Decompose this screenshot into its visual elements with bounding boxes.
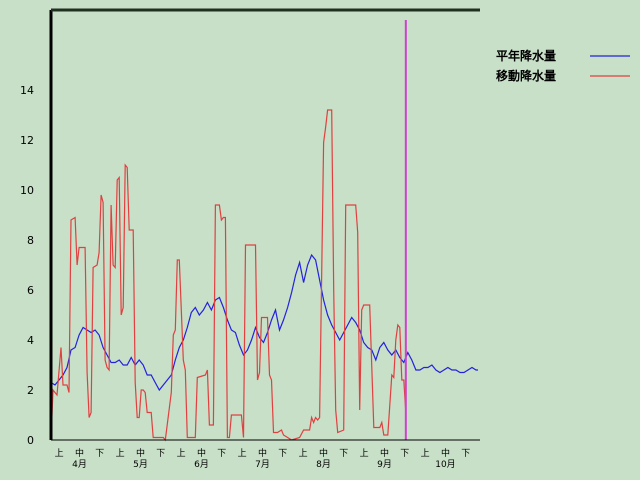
legend-label: 移動降水量 xyxy=(496,68,556,83)
x-dekad-label: 中 xyxy=(380,447,389,459)
x-dekad-label: 下 xyxy=(95,449,104,459)
x-dekad-label: 中 xyxy=(75,447,84,459)
x-dekad-label: 中 xyxy=(441,447,450,459)
x-dekad-label: 中 xyxy=(319,447,328,459)
x-dekad-label: 下 xyxy=(461,449,470,459)
series-line-normal-precip xyxy=(50,253,478,392)
y-tick-label: 0 xyxy=(27,434,34,447)
series-layer xyxy=(50,20,478,442)
x-dekad-label: 下 xyxy=(339,449,348,459)
plot-area xyxy=(51,10,480,440)
y-tick-label: 6 xyxy=(27,284,34,297)
x-month-label: 10月 xyxy=(435,459,455,470)
x-dekad-label: 上 xyxy=(360,448,369,459)
x-month-label: 8月 xyxy=(316,459,331,470)
y-tick-label: 10 xyxy=(20,184,34,197)
x-dekad-label: 下 xyxy=(400,449,409,459)
y-tick-label: 8 xyxy=(27,234,34,247)
plot-frame xyxy=(49,8,480,441)
x-dekad-label: 上 xyxy=(421,448,430,459)
x-dekad-label: 上 xyxy=(177,448,186,459)
y-tick-label: 2 xyxy=(27,384,34,397)
series-line-moving-precip xyxy=(50,109,407,442)
x-month-label: 4月 xyxy=(72,459,87,470)
x-dekad-label: 下 xyxy=(278,449,287,459)
x-dekad-label: 下 xyxy=(156,449,165,459)
y-tick-label: 4 xyxy=(27,334,34,347)
legend-label: 平年降水量 xyxy=(496,48,556,63)
x-dekad-label: 下 xyxy=(217,449,226,459)
x-month-label: 9月 xyxy=(377,459,392,470)
x-dekad-label: 中 xyxy=(197,447,206,459)
x-month-label: 6月 xyxy=(194,459,209,470)
y-tick-label: 12 xyxy=(20,134,34,147)
x-month-label: 5月 xyxy=(133,459,148,470)
x-dekad-label: 上 xyxy=(299,448,308,459)
x-dekad-label: 上 xyxy=(116,448,125,459)
x-dekad-label: 中 xyxy=(136,447,145,459)
x-month-label: 7月 xyxy=(255,459,270,470)
x-dekad-label: 中 xyxy=(258,447,267,459)
x-dekad-label: 上 xyxy=(55,448,64,459)
x-dekad-label: 上 xyxy=(238,448,247,459)
y-axis: 0 2 4 6 8 10 12 14 xyxy=(20,84,34,447)
y-tick-label: 14 xyxy=(20,84,34,97)
x-axis: 上中下上中下上中下上中下上中下上中下上中下4月 5月 6月 7月 8月 9月 10月 xyxy=(55,447,471,470)
